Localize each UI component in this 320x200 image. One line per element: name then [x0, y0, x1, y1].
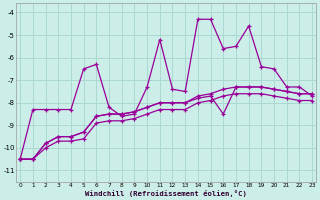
X-axis label: Windchill (Refroidissement éolien,°C): Windchill (Refroidissement éolien,°C) — [85, 190, 247, 197]
